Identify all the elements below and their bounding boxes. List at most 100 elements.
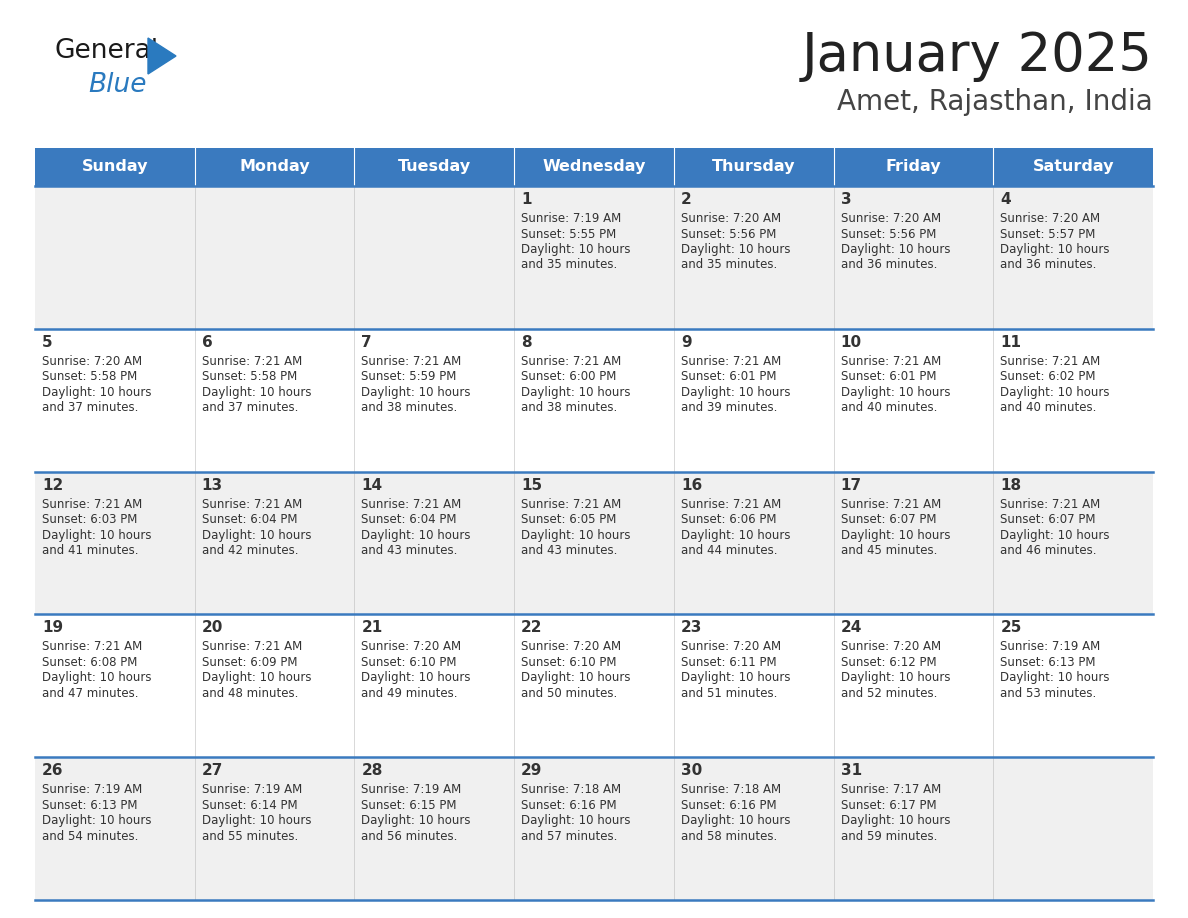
Bar — [195, 186, 354, 329]
Bar — [354, 757, 514, 900]
Text: 20: 20 — [202, 621, 223, 635]
Text: Daylight: 10 hours: Daylight: 10 hours — [681, 386, 790, 398]
Text: 18: 18 — [1000, 477, 1022, 493]
Text: Sunrise: 7:21 AM: Sunrise: 7:21 AM — [42, 498, 143, 510]
Bar — [834, 329, 993, 472]
Text: Sunrise: 7:21 AM: Sunrise: 7:21 AM — [202, 354, 302, 368]
Text: Daylight: 10 hours: Daylight: 10 hours — [522, 243, 631, 256]
Bar — [514, 472, 674, 614]
Text: Sunrise: 7:20 AM: Sunrise: 7:20 AM — [681, 641, 781, 654]
Text: Saturday: Saturday — [1032, 160, 1114, 174]
Text: Daylight: 10 hours: Daylight: 10 hours — [42, 386, 152, 398]
Bar — [34, 186, 195, 329]
Text: 26: 26 — [42, 763, 63, 778]
Text: Daylight: 10 hours: Daylight: 10 hours — [841, 671, 950, 685]
Bar — [195, 614, 354, 757]
Bar — [993, 186, 1154, 329]
Text: and 40 minutes.: and 40 minutes. — [841, 401, 937, 414]
Text: Sunrise: 7:20 AM: Sunrise: 7:20 AM — [681, 212, 781, 225]
Text: and 41 minutes.: and 41 minutes. — [42, 544, 139, 557]
Text: and 51 minutes.: and 51 minutes. — [681, 687, 777, 700]
Text: Daylight: 10 hours: Daylight: 10 hours — [522, 529, 631, 542]
Text: Sunset: 5:58 PM: Sunset: 5:58 PM — [42, 370, 138, 384]
Text: Sunrise: 7:19 AM: Sunrise: 7:19 AM — [202, 783, 302, 796]
Bar — [993, 472, 1154, 614]
Text: Daylight: 10 hours: Daylight: 10 hours — [1000, 671, 1110, 685]
Text: Sunrise: 7:21 AM: Sunrise: 7:21 AM — [522, 354, 621, 368]
Text: and 40 minutes.: and 40 minutes. — [1000, 401, 1097, 414]
Text: and 48 minutes.: and 48 minutes. — [202, 687, 298, 700]
Text: 13: 13 — [202, 477, 223, 493]
Text: 19: 19 — [42, 621, 63, 635]
Bar — [195, 472, 354, 614]
Text: 24: 24 — [841, 621, 862, 635]
Bar — [993, 757, 1154, 900]
Text: Sunset: 6:14 PM: Sunset: 6:14 PM — [202, 799, 297, 812]
Bar — [34, 329, 195, 472]
Bar — [834, 757, 993, 900]
Text: 27: 27 — [202, 763, 223, 778]
Text: Daylight: 10 hours: Daylight: 10 hours — [361, 386, 470, 398]
Bar — [674, 148, 834, 186]
Text: and 38 minutes.: and 38 minutes. — [361, 401, 457, 414]
Text: Sunset: 5:59 PM: Sunset: 5:59 PM — [361, 370, 457, 384]
Text: Sunrise: 7:18 AM: Sunrise: 7:18 AM — [522, 783, 621, 796]
Text: January 2025: January 2025 — [802, 30, 1154, 82]
Text: Thursday: Thursday — [712, 160, 796, 174]
Text: Daylight: 10 hours: Daylight: 10 hours — [361, 671, 470, 685]
Text: Sunrise: 7:21 AM: Sunrise: 7:21 AM — [1000, 498, 1100, 510]
Bar — [514, 186, 674, 329]
Text: Daylight: 10 hours: Daylight: 10 hours — [202, 386, 311, 398]
Text: Daylight: 10 hours: Daylight: 10 hours — [522, 671, 631, 685]
Text: Sunset: 6:03 PM: Sunset: 6:03 PM — [42, 513, 138, 526]
Bar — [674, 472, 834, 614]
Text: 1: 1 — [522, 192, 532, 207]
Text: Sunset: 6:17 PM: Sunset: 6:17 PM — [841, 799, 936, 812]
Text: Sunset: 6:13 PM: Sunset: 6:13 PM — [1000, 655, 1095, 669]
Text: 12: 12 — [42, 477, 63, 493]
Text: Sunset: 5:57 PM: Sunset: 5:57 PM — [1000, 228, 1095, 241]
Text: Sunset: 6:13 PM: Sunset: 6:13 PM — [42, 799, 138, 812]
Bar — [834, 186, 993, 329]
Text: and 47 minutes.: and 47 minutes. — [42, 687, 139, 700]
Bar — [514, 148, 674, 186]
Text: Sunrise: 7:20 AM: Sunrise: 7:20 AM — [361, 641, 462, 654]
Text: and 43 minutes.: and 43 minutes. — [522, 544, 618, 557]
Text: Daylight: 10 hours: Daylight: 10 hours — [841, 529, 950, 542]
Text: and 39 minutes.: and 39 minutes. — [681, 401, 777, 414]
Text: Sunset: 6:09 PM: Sunset: 6:09 PM — [202, 655, 297, 669]
Text: Sunset: 6:08 PM: Sunset: 6:08 PM — [42, 655, 138, 669]
Text: Daylight: 10 hours: Daylight: 10 hours — [681, 814, 790, 827]
Text: 29: 29 — [522, 763, 543, 778]
Bar — [993, 148, 1154, 186]
Text: Amet, Rajasthan, India: Amet, Rajasthan, India — [838, 88, 1154, 116]
Text: Daylight: 10 hours: Daylight: 10 hours — [841, 243, 950, 256]
Text: Sunset: 5:55 PM: Sunset: 5:55 PM — [522, 228, 617, 241]
Text: 16: 16 — [681, 477, 702, 493]
Text: and 35 minutes.: and 35 minutes. — [522, 259, 618, 272]
Text: Sunrise: 7:21 AM: Sunrise: 7:21 AM — [841, 498, 941, 510]
Bar — [674, 186, 834, 329]
Text: Sunrise: 7:21 AM: Sunrise: 7:21 AM — [841, 354, 941, 368]
Text: Daylight: 10 hours: Daylight: 10 hours — [1000, 243, 1110, 256]
Text: Sunset: 6:04 PM: Sunset: 6:04 PM — [361, 513, 457, 526]
Bar — [834, 472, 993, 614]
Text: Daylight: 10 hours: Daylight: 10 hours — [361, 529, 470, 542]
Bar — [834, 614, 993, 757]
Bar — [514, 757, 674, 900]
Text: and 38 minutes.: and 38 minutes. — [522, 401, 618, 414]
Text: Sunset: 5:56 PM: Sunset: 5:56 PM — [681, 228, 776, 241]
Text: and 54 minutes.: and 54 minutes. — [42, 830, 138, 843]
Text: Sunset: 6:07 PM: Sunset: 6:07 PM — [841, 513, 936, 526]
Bar — [34, 472, 195, 614]
Text: Daylight: 10 hours: Daylight: 10 hours — [202, 671, 311, 685]
Bar — [34, 148, 195, 186]
Bar — [195, 757, 354, 900]
Bar — [354, 329, 514, 472]
Text: and 55 minutes.: and 55 minutes. — [202, 830, 298, 843]
Text: and 36 minutes.: and 36 minutes. — [841, 259, 937, 272]
Text: Daylight: 10 hours: Daylight: 10 hours — [42, 814, 152, 827]
Text: 2: 2 — [681, 192, 691, 207]
Text: 28: 28 — [361, 763, 383, 778]
Text: Sunrise: 7:21 AM: Sunrise: 7:21 AM — [361, 354, 462, 368]
